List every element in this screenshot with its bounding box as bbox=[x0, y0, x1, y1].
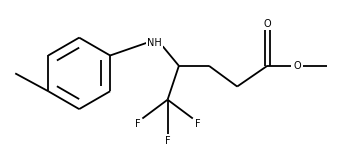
Text: NH: NH bbox=[147, 38, 162, 48]
Text: O: O bbox=[263, 19, 271, 29]
Text: F: F bbox=[195, 119, 200, 129]
Text: F: F bbox=[165, 136, 170, 146]
Text: O: O bbox=[293, 61, 301, 71]
Text: F: F bbox=[135, 119, 140, 129]
